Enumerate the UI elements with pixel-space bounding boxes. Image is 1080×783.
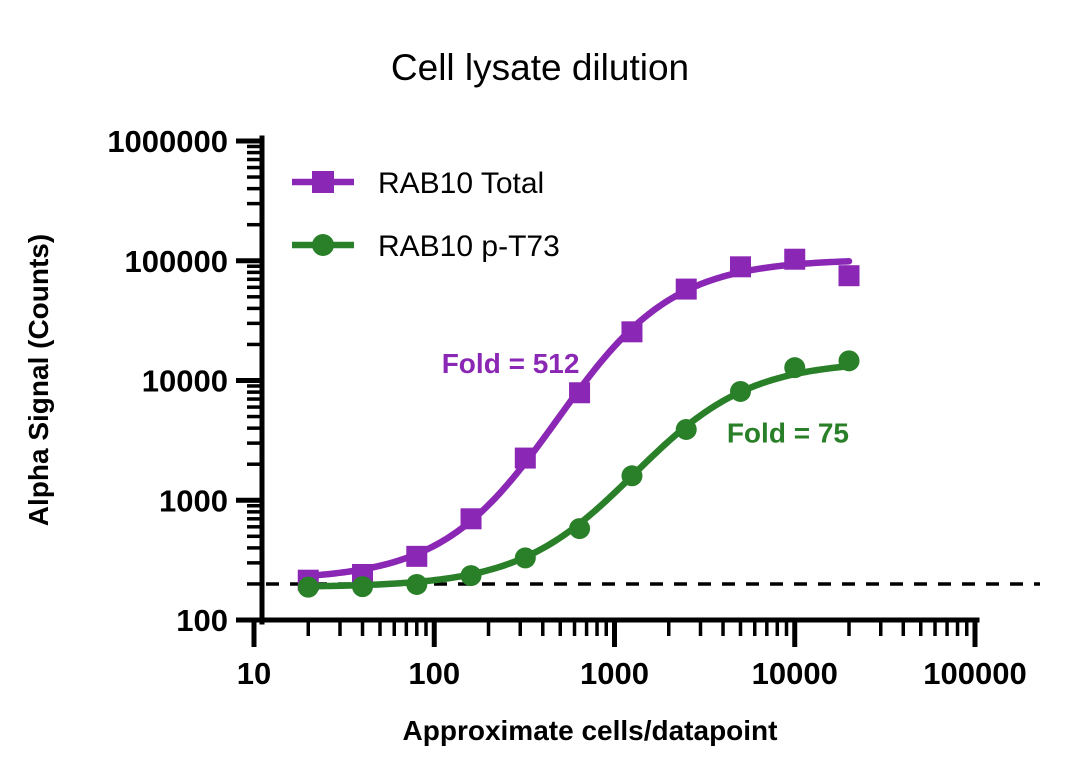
y-tick-label: 10000 (142, 364, 228, 399)
series-1 (297, 248, 860, 591)
data-point-marker (675, 418, 697, 440)
data-point-marker (352, 576, 374, 598)
data-point-marker (514, 547, 536, 569)
x-axis-title: Approximate cells/datapoint (403, 715, 778, 746)
data-point-marker (460, 508, 482, 530)
y-axis-tick-labels: 100 1000 10000 100000 1000000 (107, 124, 228, 638)
data-point-marker (406, 545, 428, 567)
legend-marker-square (312, 171, 334, 193)
x-axis-ticks (251, 620, 978, 647)
y-tick-label: 100 (176, 603, 228, 638)
x-tick-label: 100000 (923, 656, 1026, 691)
legend-marker-circle (312, 234, 334, 256)
x-tick-label: 10000 (752, 656, 838, 691)
chart-annotations: Fold = 512 Fold = 75 (442, 348, 849, 448)
x-tick-label: 1000 (580, 656, 649, 691)
chart-legend: RAB10 Total RAB10 p-T73 (292, 167, 560, 263)
legend-item-1: RAB10 Total (292, 167, 544, 200)
data-series-group (297, 248, 860, 598)
y-tick-label: 1000 (159, 483, 228, 518)
data-point-marker (514, 447, 536, 469)
x-tick-label: 100 (408, 656, 460, 691)
data-point-marker (569, 382, 591, 404)
legend-label: RAB10 Total (378, 167, 544, 200)
data-point-marker (406, 573, 428, 595)
data-point-marker (621, 465, 643, 487)
annotation-fold-2: Fold = 75 (727, 417, 849, 448)
data-point-marker (729, 256, 751, 278)
y-axis-ticks (236, 138, 262, 623)
data-point-marker (838, 265, 860, 287)
data-point-marker (621, 321, 643, 343)
data-point-marker (729, 380, 751, 402)
y-axis-title: Alpha Signal (Counts) (23, 234, 54, 526)
y-tick-label: 1000000 (107, 124, 228, 159)
legend-item-2: RAB10 p-T73 (292, 230, 560, 263)
data-point-marker (784, 248, 806, 270)
x-axis-tick-labels: 10 100 1000 10000 100000 (237, 656, 1027, 691)
annotation-fold-1: Fold = 512 (442, 348, 580, 379)
data-point-marker (675, 278, 697, 300)
y-tick-label: 100000 (125, 244, 228, 279)
data-point-marker (297, 576, 319, 598)
data-point-marker (569, 518, 591, 540)
chart-title: Cell lysate dilution (391, 47, 689, 88)
legend-label: RAB10 p-T73 (378, 230, 560, 263)
x-tick-label: 10 (237, 656, 271, 691)
data-point-marker (784, 357, 806, 379)
data-point-marker (838, 350, 860, 372)
series-2 (297, 350, 860, 598)
data-point-marker (460, 565, 482, 587)
